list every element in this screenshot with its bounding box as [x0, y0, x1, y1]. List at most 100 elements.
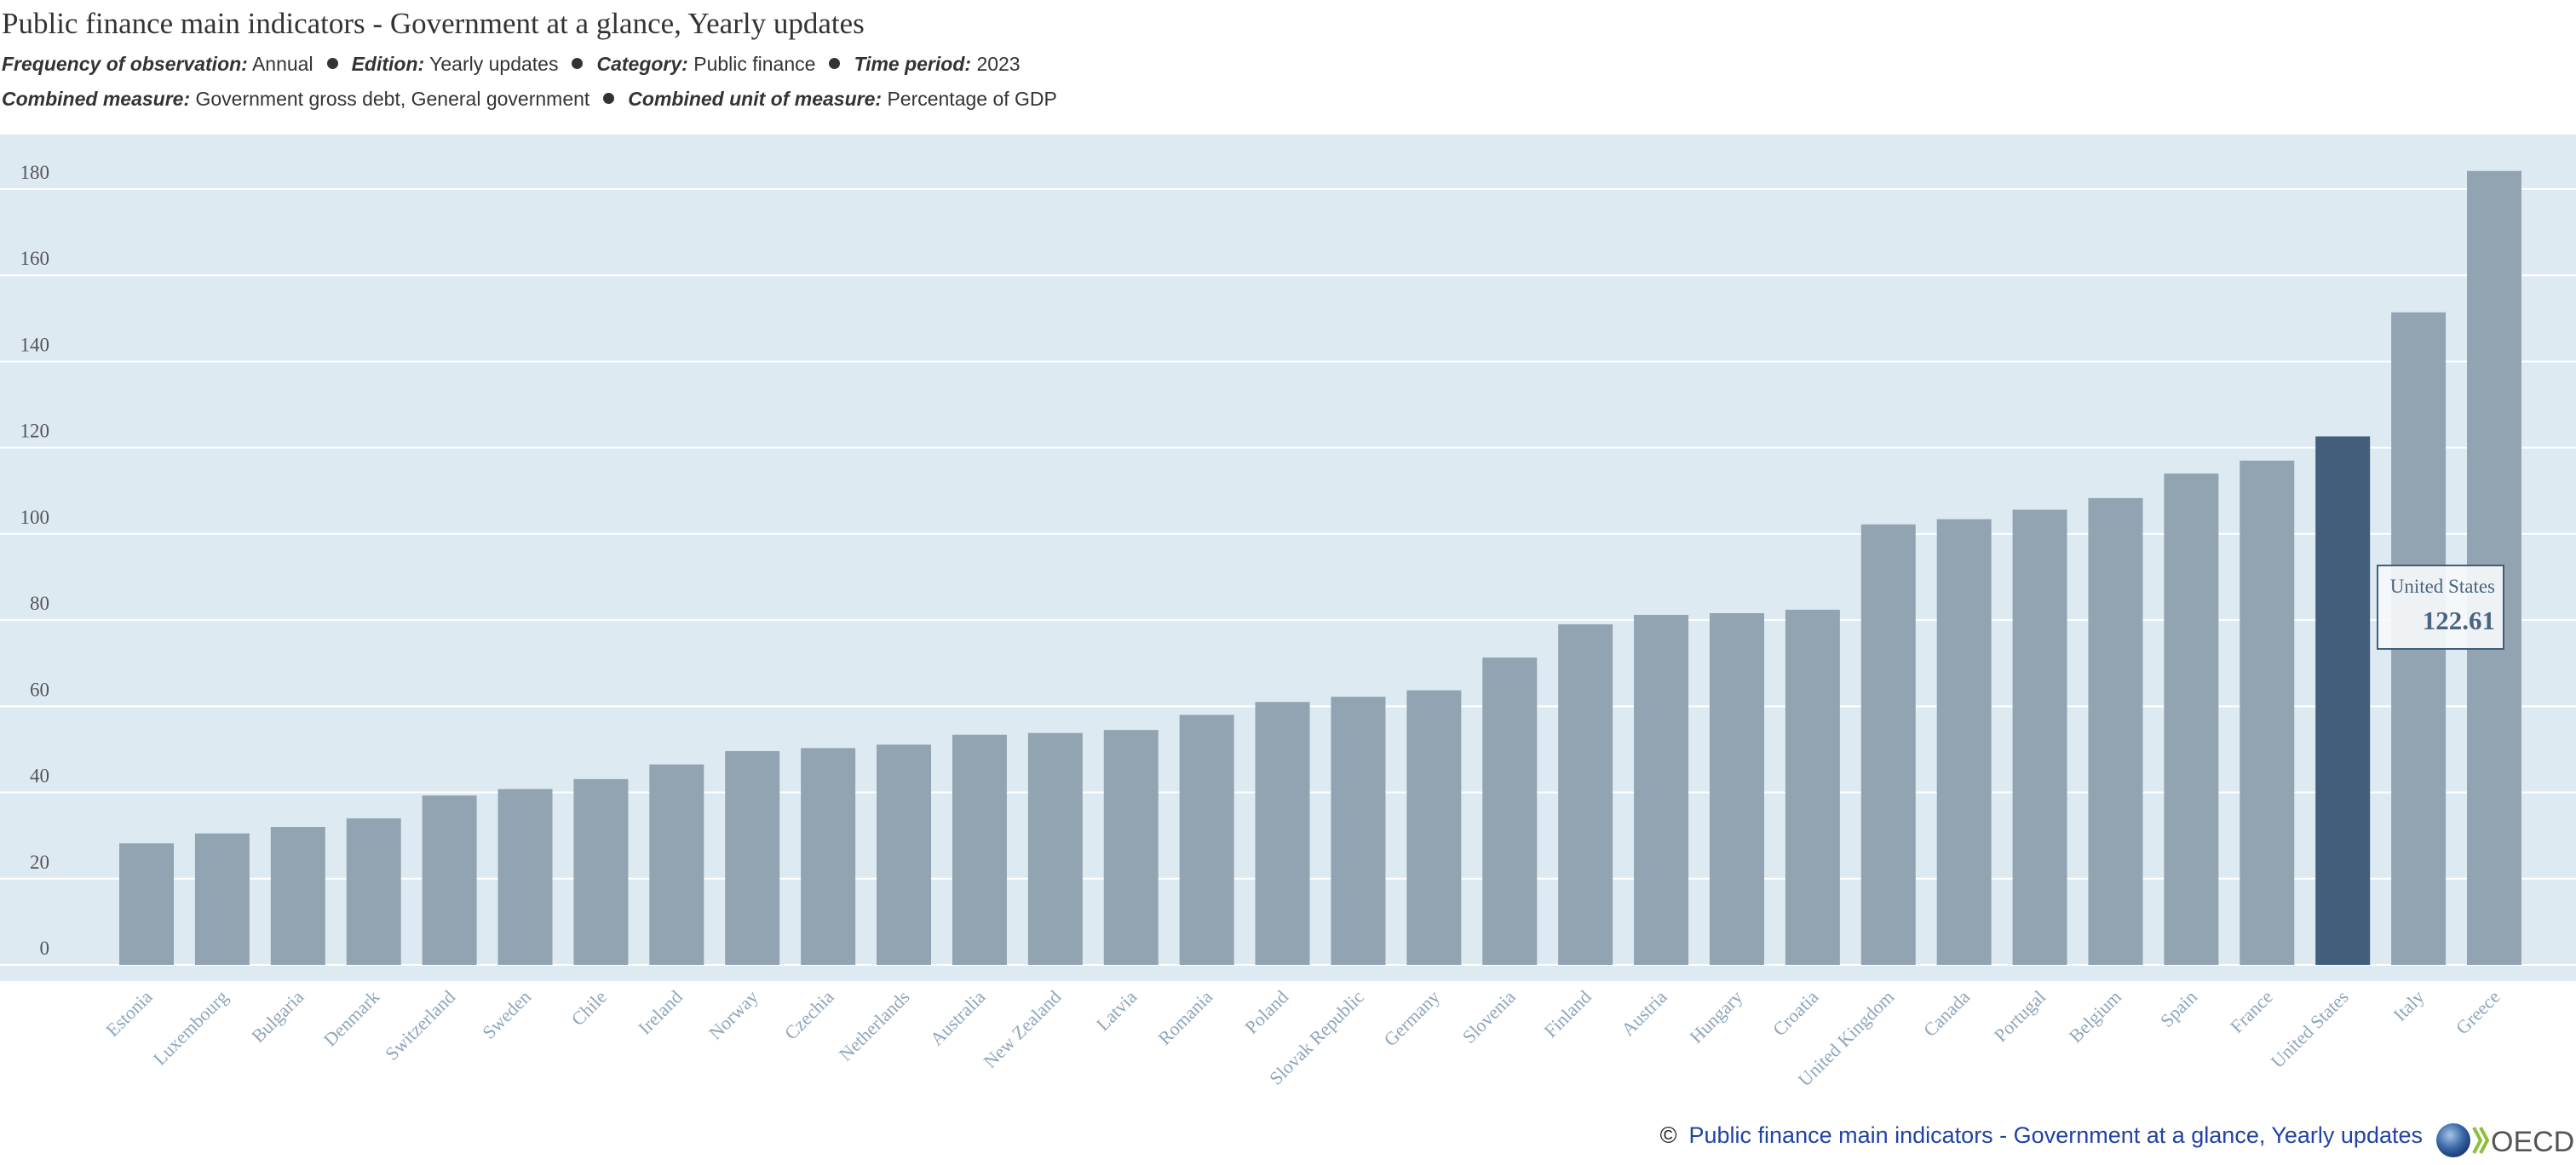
meta-value: Annual: [251, 53, 313, 75]
bar[interactable]: [270, 827, 325, 965]
y-tick-label: 120: [20, 421, 50, 442]
x-tick-label: Czechia: [780, 986, 838, 1044]
bar[interactable]: [1331, 697, 1386, 965]
x-tick-label: Luxembourg: [149, 986, 233, 1070]
bar[interactable]: [1709, 613, 1764, 965]
y-tick-label: 180: [20, 162, 50, 183]
chart-title: Public finance main indicators - Governm…: [2, 7, 865, 40]
x-tick-label: Germany: [1379, 986, 1444, 1051]
x-tick-label: Hungary: [1685, 986, 1746, 1047]
x-tick-label: Norway: [704, 986, 762, 1044]
footer-source: © Public finance main indicators - Govern…: [1660, 1122, 2423, 1149]
bar[interactable]: [952, 734, 1007, 965]
bullet-icon: [829, 58, 841, 69]
bar[interactable]: [422, 795, 477, 965]
bar[interactable]: [1027, 732, 1083, 965]
y-tick-label: 60: [30, 679, 49, 700]
x-tick-label: Australia: [926, 986, 990, 1050]
bar[interactable]: [346, 818, 401, 965]
metadata-line-1: Frequency of observation: Annual Edition:…: [2, 53, 1021, 76]
globe-icon: [2436, 1123, 2470, 1157]
x-tick-label: Netherlands: [835, 986, 914, 1065]
bar[interactable]: [1406, 690, 1462, 965]
bars: [119, 170, 2521, 965]
x-tick-label: Switzerland: [381, 986, 459, 1065]
meta-label: Combined unit of measure:: [628, 88, 883, 110]
y-tick-label: 100: [20, 507, 50, 528]
meta-label: Frequency of observation:: [2, 53, 248, 75]
y-axis: 0 20 40 60 80 100 120 140 160 180: [20, 162, 50, 959]
x-tick-label: Greece: [2452, 986, 2504, 1039]
x-tick-label: Latvia: [1092, 986, 1141, 1036]
x-tick-label: Belgium: [2065, 986, 2125, 1047]
bar-chart: 0 20 40 60 80 100 120 140 160 180 EstoniaLuxembou…: [0, 135, 2576, 1091]
meta-label: Category:: [596, 53, 688, 75]
bar[interactable]: [1785, 609, 1840, 965]
oecd-logo: OECD: [2436, 1123, 2574, 1158]
bar[interactable]: [497, 789, 553, 965]
x-tick-label: Spain: [2156, 986, 2201, 1031]
x-tick-label: New Zealand: [979, 986, 1065, 1072]
y-tick-label: 0: [40, 938, 50, 959]
tooltip-label: United States: [2390, 576, 2495, 597]
bar[interactable]: [1860, 524, 1916, 965]
bar[interactable]: [1179, 714, 1234, 965]
bar[interactable]: [1634, 615, 1689, 965]
x-tick-label: Croatia: [1768, 986, 1823, 1041]
x-tick-label: Romania: [1153, 986, 1216, 1049]
source-link[interactable]: Public finance main indicators - Governm…: [1688, 1122, 2424, 1148]
meta-value: Public finance: [693, 53, 816, 75]
meta-label: Edition:: [351, 53, 425, 75]
bar[interactable]: [1255, 702, 1310, 965]
x-tick-label: Slovenia: [1458, 986, 1520, 1047]
metadata-line-2: Combined measure: Government gross debt,…: [2, 88, 1057, 111]
bar[interactable]: [573, 778, 629, 965]
bar[interactable]: [877, 744, 932, 965]
bar[interactable]: [1558, 624, 1613, 965]
logo-text: OECD: [2491, 1126, 2574, 1158]
bar[interactable]: [2315, 436, 2371, 965]
x-tick-label: Poland: [1240, 986, 1292, 1038]
x-tick-label: Portugal: [1990, 986, 2050, 1046]
bar[interactable]: [725, 750, 780, 965]
y-tick-label: 140: [20, 334, 50, 355]
y-tick-label: 20: [30, 852, 49, 873]
bar[interactable]: [2088, 497, 2143, 965]
bar[interactable]: [801, 748, 856, 965]
x-tick-label: Finland: [1539, 986, 1595, 1042]
bar[interactable]: [194, 833, 250, 965]
x-tick-label: Sweden: [478, 986, 535, 1043]
x-tick-label: Bulgaria: [247, 986, 308, 1047]
bar[interactable]: [1103, 730, 1159, 965]
meta-value: Percentage of GDP: [887, 88, 1057, 110]
y-tick-label: 80: [30, 593, 49, 614]
meta-value: 2023: [976, 53, 1021, 75]
bar[interactable]: [1482, 657, 1538, 965]
meta-label: Time period:: [854, 53, 972, 75]
bar[interactable]: [1936, 519, 1992, 965]
bullet-icon: [326, 58, 338, 69]
x-tick-label: Austria: [1617, 986, 1671, 1041]
copyright-icon: ©: [1659, 1122, 1677, 1148]
x-tick-label: Denmark: [319, 986, 384, 1051]
tooltip-box: [2377, 565, 2504, 650]
bar[interactable]: [2164, 473, 2219, 965]
bar[interactable]: [2240, 460, 2295, 965]
x-tick-label: United States: [2267, 986, 2353, 1072]
bullet-icon: [572, 58, 584, 69]
bar[interactable]: [649, 764, 704, 965]
x-tick-label: France: [2226, 986, 2277, 1037]
tooltip-value: 122.61: [2423, 605, 2495, 635]
bullet-icon: [603, 93, 615, 104]
x-tick-label: Ireland: [634, 986, 687, 1039]
y-tick-label: 160: [20, 248, 50, 269]
y-tick-label: 40: [30, 766, 49, 787]
x-tick-label: Chile: [567, 986, 611, 1030]
meta-value: Government gross debt, General governmen…: [195, 88, 590, 110]
meta-label: Combined measure:: [2, 88, 191, 110]
bar[interactable]: [2012, 509, 2067, 965]
x-tick-label: Canada: [1919, 986, 1974, 1041]
x-tick-label: Italy: [2389, 986, 2428, 1025]
bar[interactable]: [119, 843, 174, 965]
